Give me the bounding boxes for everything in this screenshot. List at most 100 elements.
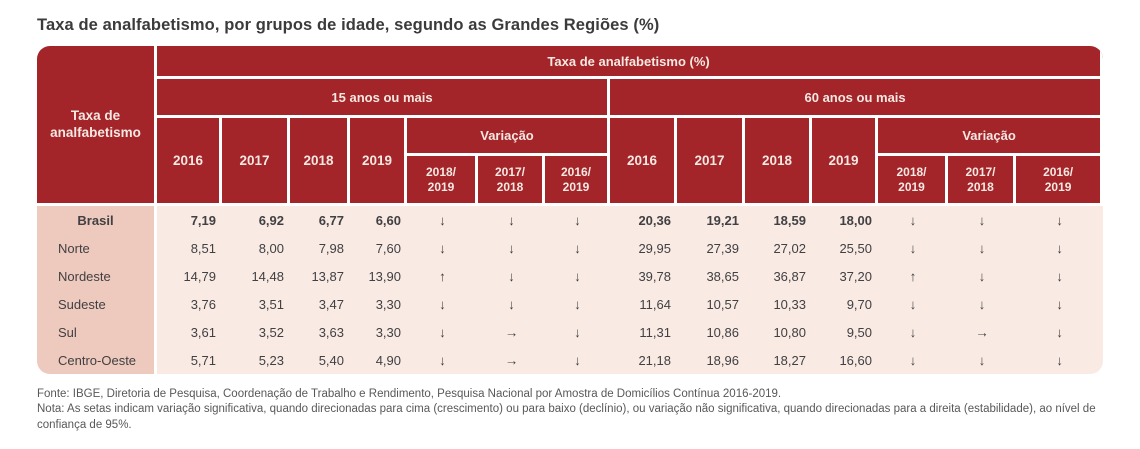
region-label: Centro-Oeste <box>37 346 157 374</box>
value-cell: 11,64 <box>610 290 677 318</box>
variation-period-line: 2019 <box>1044 179 1072 194</box>
value-cell: 8,51 <box>157 234 222 262</box>
variation-arrow: ↑ <box>878 262 948 290</box>
value-cell: 6,60 <box>350 206 407 234</box>
variation-arrow: ↓ <box>948 262 1016 290</box>
variation-arrow: ↓ <box>1016 262 1103 290</box>
header-row-variation-periods: 2018/2019 2017/2018 2016/2019 2018/2019 … <box>37 156 1103 206</box>
variation-period-line: 2016/ <box>1043 165 1074 180</box>
value-cell: 5,71 <box>157 346 222 374</box>
variation-arrow: ↓ <box>407 346 478 374</box>
group-header-15-anos: 15 anos ou mais <box>157 79 610 118</box>
variation-period-line: 2019 <box>427 179 455 194</box>
year-column-header: 2019 <box>350 118 407 206</box>
variation-arrow: ↓ <box>407 234 478 262</box>
variation-period-line: 2018/ <box>425 165 457 180</box>
variation-arrow: ↓ <box>545 290 610 318</box>
illiteracy-table-wrapper: Taxa de analfabetismo Taxa de analfabeti… <box>37 46 1103 374</box>
variation-period-line: 2018 <box>496 179 524 194</box>
variation-arrow: ↓ <box>545 262 610 290</box>
value-cell: 27,02 <box>745 234 812 262</box>
variation-arrow: ↓ <box>407 290 478 318</box>
variation-period-line: 2019 <box>562 179 590 194</box>
value-cell: 9,70 <box>812 290 878 318</box>
value-cell: 10,86 <box>677 318 745 346</box>
variation-arrow: ↓ <box>407 318 478 346</box>
value-cell: 38,65 <box>677 262 745 290</box>
variation-period-header: 2017/2018 <box>948 156 1016 206</box>
variation-period-line: 2017/ <box>965 165 996 180</box>
variation-period-header: 2016/2019 <box>1016 156 1103 206</box>
variation-arrow: ↓ <box>948 346 1016 374</box>
value-cell: 8,00 <box>222 234 290 262</box>
variation-arrow: ↓ <box>545 346 610 374</box>
year-column-header: 2017 <box>677 118 745 206</box>
value-cell: 25,50 <box>812 234 878 262</box>
value-cell: 13,90 <box>350 262 407 290</box>
value-cell: 5,40 <box>290 346 350 374</box>
variation-arrow: ↓ <box>878 346 948 374</box>
year-column-header: 2019 <box>812 118 878 206</box>
value-cell: 18,00 <box>812 206 878 234</box>
variation-arrow: → <box>478 346 545 374</box>
variation-arrow: ↓ <box>545 234 610 262</box>
variation-arrow: ↓ <box>545 318 610 346</box>
variation-arrow: ↓ <box>878 206 948 234</box>
variation-arrow: → <box>478 318 545 346</box>
variation-arrow: ↓ <box>948 234 1016 262</box>
variation-period-header: 2017/2018 <box>478 156 545 206</box>
year-column-header: 2016 <box>610 118 677 206</box>
table-row: Norte 8,51 8,00 7,98 7,60 ↓ ↓ ↓ 29,95 27… <box>37 234 1103 262</box>
header-row-main: Taxa de analfabetismo Taxa de analfabeti… <box>37 46 1103 206</box>
variation-period-header: 2016/2019 <box>545 156 610 206</box>
value-cell: 29,95 <box>610 234 677 262</box>
value-cell: 18,96 <box>677 346 745 374</box>
value-cell: 3,61 <box>157 318 222 346</box>
value-cell: 19,21 <box>677 206 745 234</box>
page: Taxa de analfabetismo, por grupos de ida… <box>37 16 1103 433</box>
value-cell: 10,80 <box>745 318 812 346</box>
variation-arrow: ↓ <box>878 234 948 262</box>
variation-period-line: 2018/ <box>896 165 927 180</box>
variation-arrow: → <box>948 318 1016 346</box>
variation-arrow: ↓ <box>878 290 948 318</box>
value-cell: 21,18 <box>610 346 677 374</box>
variation-arrow: ↓ <box>1016 234 1103 262</box>
table-row: Centro-Oeste 5,71 5,23 5,40 4,90 ↓ → ↓ 2… <box>37 346 1103 374</box>
value-cell: 39,78 <box>610 262 677 290</box>
variation-arrow: ↑ <box>407 262 478 290</box>
table-row: Sul 3,61 3,52 3,63 3,30 ↓ → ↓ 11,31 10,8… <box>37 318 1103 346</box>
page-title: Taxa de analfabetismo, por grupos de ida… <box>37 16 660 34</box>
footnotes: Fonte: IBGE, Diretoria de Pesquisa, Coor… <box>37 387 1103 433</box>
value-cell: 6,77 <box>290 206 350 234</box>
value-cell: 18,27 <box>745 346 812 374</box>
variation-arrow: ↓ <box>878 318 948 346</box>
value-cell: 3,47 <box>290 290 350 318</box>
variation-arrow: ↓ <box>478 206 545 234</box>
value-cell: 20,36 <box>610 206 677 234</box>
variation-period-line: 2016/ <box>560 165 592 180</box>
variation-arrow: ↓ <box>948 290 1016 318</box>
header-row-groups: 15 anos ou mais 60 anos ou mais <box>37 79 1103 118</box>
table-main-header: Taxa de analfabetismo (%) <box>157 46 1103 79</box>
source-note: Fonte: IBGE, Diretoria de Pesquisa, Coor… <box>37 388 782 400</box>
value-cell: 3,76 <box>157 290 222 318</box>
year-column-header: 2017 <box>222 118 290 206</box>
value-cell: 18,59 <box>745 206 812 234</box>
variation-arrow: ↓ <box>545 206 610 234</box>
value-cell: 3,30 <box>350 318 407 346</box>
value-cell: 16,60 <box>812 346 878 374</box>
value-cell: 11,31 <box>610 318 677 346</box>
table-row: Nordeste 14,79 14,48 13,87 13,90 ↑ ↓ ↓ 3… <box>37 262 1103 290</box>
value-cell: 7,98 <box>290 234 350 262</box>
value-cell: 14,79 <box>157 262 222 290</box>
value-cell: 6,92 <box>222 206 290 234</box>
value-cell: 10,57 <box>677 290 745 318</box>
region-label: Sul <box>37 318 157 346</box>
year-column-header: 2018 <box>290 118 350 206</box>
variation-period-header: 2018/2019 <box>407 156 478 206</box>
variation-period-header: 2018/2019 <box>878 156 948 206</box>
variation-period-line: 2018 <box>967 179 994 194</box>
value-cell: 3,30 <box>350 290 407 318</box>
variation-arrow: ↓ <box>478 262 545 290</box>
